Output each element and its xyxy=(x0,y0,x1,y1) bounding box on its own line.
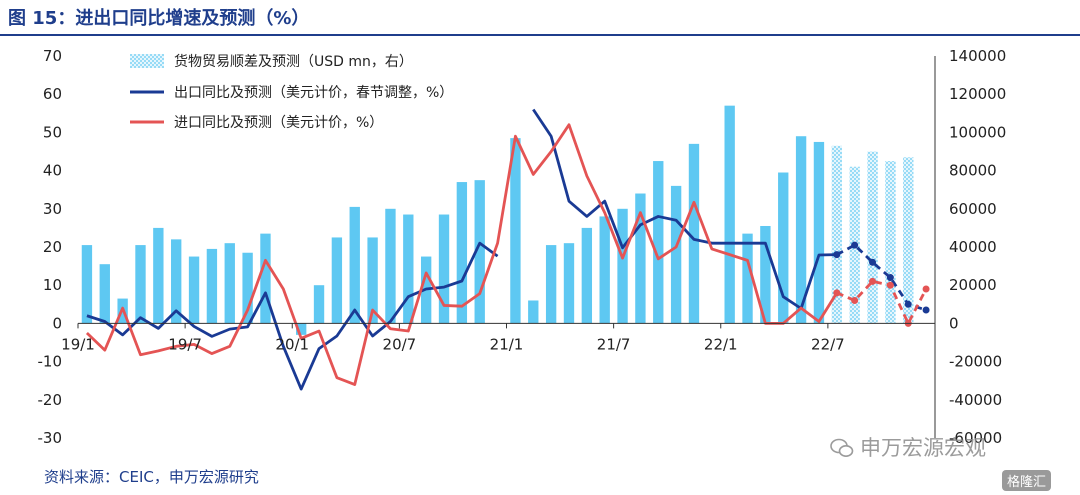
trade-surplus-bar xyxy=(456,182,468,324)
y-right-tick-label: 80000 xyxy=(949,162,997,180)
x-tick-label: 21/1 xyxy=(490,335,524,353)
trade-surplus-bar xyxy=(349,206,360,324)
trade-surplus-bar xyxy=(724,105,735,324)
import-yoy-forecast-point xyxy=(886,281,894,289)
trade-surplus-bar xyxy=(385,208,396,324)
export-yoy-forecast-point xyxy=(869,258,877,266)
trade-surplus-bar xyxy=(688,143,700,324)
trade-surplus-bar xyxy=(135,245,146,324)
x-tick-label: 20/1 xyxy=(275,335,309,353)
title-divider xyxy=(0,34,1080,36)
y-right-tick-label: 100000 xyxy=(949,123,1006,141)
watermark: 申万宏源宏观 xyxy=(830,432,986,462)
watermark-badge: 格隆汇 xyxy=(1002,470,1052,491)
export-yoy-forecast-point xyxy=(833,251,841,259)
import-yoy-line xyxy=(85,123,838,386)
trade-surplus-bar xyxy=(242,252,253,324)
y-right-tick-label: -20000 xyxy=(949,353,1002,371)
x-tick-label: 21/7 xyxy=(597,335,631,353)
trade-surplus-bar xyxy=(367,237,378,324)
y-left-tick-label: 10 xyxy=(43,276,62,294)
export-yoy-forecast-point xyxy=(851,241,859,249)
trade-surplus-bar xyxy=(224,243,235,324)
trade-surplus-bar xyxy=(617,208,628,324)
y-left-tick-label: 60 xyxy=(43,85,62,103)
trade-surplus-bar xyxy=(295,323,307,335)
y-right-tick-label: 0 xyxy=(949,314,959,332)
trade-surplus-bar xyxy=(903,157,914,324)
y-left-tick-label: 50 xyxy=(43,123,62,141)
import-yoy-forecast-point xyxy=(833,289,841,297)
watermark-text: 申万宏源宏观 xyxy=(860,436,986,460)
trade-surplus-bar xyxy=(313,285,325,324)
trade-surplus-bar xyxy=(778,172,789,324)
x-tick-label: 22/1 xyxy=(704,335,738,353)
trade-surplus-bar xyxy=(742,233,753,324)
trade-surplus-bar xyxy=(563,243,575,324)
export-yoy-line xyxy=(532,108,837,310)
trade-surplus-bar xyxy=(188,256,200,324)
trade-surplus-bar xyxy=(813,141,825,324)
trade-surplus-bar xyxy=(153,227,164,324)
trade-surplus-bar xyxy=(635,193,646,324)
trade-surplus-bar xyxy=(599,216,610,324)
import-yoy-forecast-point xyxy=(869,277,877,285)
export-yoy-line xyxy=(86,241,499,391)
export-yoy-forecast-point xyxy=(922,306,930,314)
source-note: 资料来源：CEIC，申万宏源研究 xyxy=(44,468,259,486)
trade-surplus-bar xyxy=(581,227,593,324)
trade-surplus-bar xyxy=(510,138,521,324)
y-left-tick-label: 40 xyxy=(43,162,62,180)
trade-surplus-bar xyxy=(99,264,110,324)
y-right-tick-label: 60000 xyxy=(949,200,997,218)
x-tick-label: 22/7 xyxy=(811,335,845,353)
trade-surplus-bar xyxy=(670,185,682,324)
trade-surplus-bar xyxy=(831,145,842,324)
trade-surplus-bar xyxy=(206,248,218,324)
x-tick-label: 19/1 xyxy=(61,335,95,353)
y-left-tick-label: -10 xyxy=(38,353,63,371)
trade-surplus-bar xyxy=(260,233,271,324)
export-yoy-forecast-point xyxy=(886,274,894,282)
y-left-tick-label: -20 xyxy=(38,391,63,409)
import-yoy-forecast-point xyxy=(851,296,859,304)
y-right-tick-label: 140000 xyxy=(949,47,1006,65)
x-tick-label: 20/7 xyxy=(383,335,417,353)
wechat-icon xyxy=(830,438,854,457)
y-left-tick-label: 20 xyxy=(43,238,62,256)
trade-surplus-bar xyxy=(403,214,414,324)
trade-surplus-bar xyxy=(528,300,539,324)
y-right-tick-label: -40000 xyxy=(949,391,1002,409)
y-left-tick-label: 30 xyxy=(43,200,62,218)
trade-surplus-bar xyxy=(331,237,343,324)
y-right-tick-label: -60000 xyxy=(949,429,1002,447)
y-left-tick-label: 70 xyxy=(43,47,62,65)
trade-surplus-bar xyxy=(760,225,771,324)
y-right-tick-label: 20000 xyxy=(949,276,997,294)
y-right-tick-label: 40000 xyxy=(949,238,997,256)
y-right-tick-label: 120000 xyxy=(949,85,1006,103)
export-yoy-forecast-point xyxy=(904,300,912,308)
trade-surplus-bar xyxy=(81,245,93,324)
trade-surplus-bar xyxy=(438,214,450,324)
trade-surplus-bar xyxy=(795,136,807,324)
legend-label-export: 出口同比及预测（美元计价，春节调整，%） xyxy=(174,85,453,101)
y-left-tick-label: 0 xyxy=(52,314,62,332)
trade-surplus-bar xyxy=(867,151,878,324)
legend-label-import: 进口同比及预测（美元计价，%） xyxy=(174,115,383,131)
trade-surplus-bar xyxy=(885,161,896,324)
trade-surplus-bar xyxy=(653,161,664,324)
chart-title: 图 15：进出口同比增速及预测（%） xyxy=(8,8,310,29)
trade-surplus-bar xyxy=(545,245,557,324)
legend-swatch-surplus xyxy=(130,54,164,68)
y-left-tick-label: -30 xyxy=(38,429,63,447)
import-yoy-forecast-point xyxy=(922,285,930,293)
legend-label-surplus: 货物贸易顺差及预测（USD mn，右） xyxy=(174,53,413,70)
trade-surplus-bar xyxy=(474,180,485,324)
trade-surplus-bar xyxy=(171,239,182,324)
trade-chart: -30 -20 -10 0 10 20 30 40 50 60 70 -60000 -40000 -200… xyxy=(38,47,1007,447)
x-tick-label: 19/7 xyxy=(168,335,202,353)
